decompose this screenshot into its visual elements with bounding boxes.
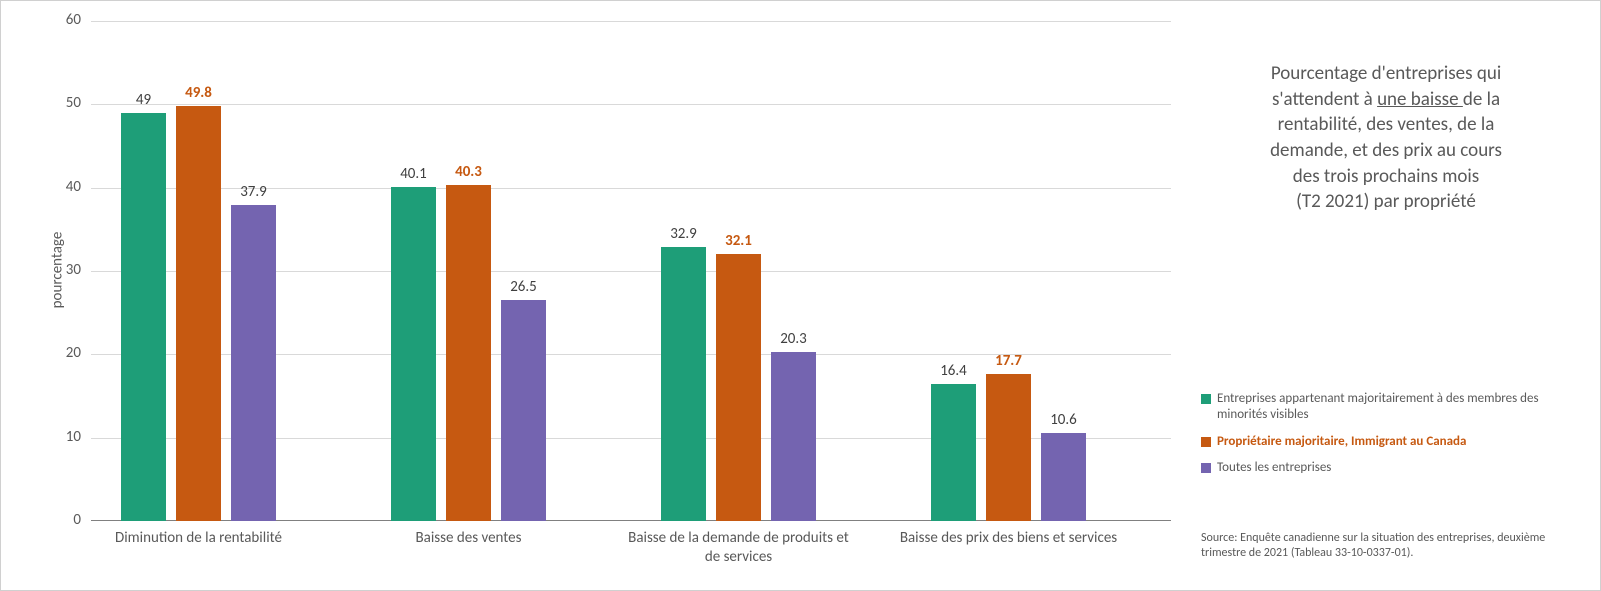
- bar: 40.3: [446, 185, 491, 521]
- bar-value-label: 32.1: [725, 232, 752, 250]
- y-tick-label: 10: [51, 430, 81, 445]
- bar: 20.3: [771, 352, 816, 521]
- title-line6: (T2 2021) par propriété: [1296, 190, 1476, 213]
- title-line1: Pourcentage d'entreprises qui: [1271, 62, 1501, 85]
- legend-item: Toutes les entreprises: [1201, 460, 1571, 476]
- bar-value-label: 49.8: [185, 84, 212, 102]
- legend-label: Toutes les entreprises: [1217, 460, 1331, 476]
- bar: 49.8: [176, 106, 221, 521]
- bar-value-label: 49: [136, 91, 151, 109]
- chart-title: Pourcentage d'entreprises qui s'attenden…: [1201, 61, 1571, 215]
- legend-swatch: [1201, 463, 1211, 473]
- title-line2c: de la: [1463, 88, 1500, 111]
- y-tick-label: 30: [51, 263, 81, 278]
- bar-value-label: 10.6: [1050, 411, 1077, 429]
- bar: 17.7: [986, 374, 1031, 522]
- bar: 49: [121, 113, 166, 521]
- bar-value-label: 20.3: [780, 330, 807, 348]
- chart-container: pourcentage 01020304050604949.837.9Dimin…: [0, 0, 1601, 591]
- bar-group: 40.140.326.5: [391, 185, 546, 521]
- title-line2a: s'attendent à: [1272, 88, 1377, 111]
- bar: 10.6: [1041, 433, 1086, 521]
- bar: 32.1: [716, 254, 761, 522]
- plot-area: 01020304050604949.837.9Diminution de la …: [91, 21, 1171, 521]
- y-tick-label: 0: [51, 513, 81, 528]
- x-category-label: Baisse des prix des biens et services: [891, 529, 1126, 548]
- y-tick-label: 60: [51, 13, 81, 28]
- bar-value-label: 40.3: [455, 163, 482, 181]
- y-tick-label: 50: [51, 96, 81, 111]
- y-tick-label: 20: [51, 346, 81, 361]
- bar-group: 4949.837.9: [121, 106, 276, 521]
- title-line4: demande, et des prix au cours: [1270, 139, 1502, 162]
- bar-value-label: 26.5: [510, 278, 537, 296]
- x-category-label: Diminution de la rentabilité: [81, 529, 316, 548]
- legend-item: Propriétaire majoritaire, Immigrant au C…: [1201, 434, 1571, 450]
- bar-value-label: 32.9: [670, 225, 697, 243]
- x-category-label: Baisse des ventes: [351, 529, 586, 548]
- legend-item: Entreprises appartenant majoritairement …: [1201, 391, 1571, 424]
- bar: 32.9: [661, 247, 706, 521]
- gridline: [91, 21, 1171, 22]
- legend-swatch: [1201, 394, 1211, 404]
- bar-group: 32.932.120.3: [661, 247, 816, 521]
- legend-swatch: [1201, 437, 1211, 447]
- bar-value-label: 37.9: [240, 183, 267, 201]
- bar: 40.1: [391, 187, 436, 521]
- bar-group: 16.417.710.6: [931, 374, 1086, 522]
- bar-value-label: 17.7: [995, 352, 1022, 370]
- legend-label: Propriétaire majoritaire, Immigrant au C…: [1217, 434, 1466, 450]
- bar: 26.5: [501, 300, 546, 521]
- x-category-label: Baisse de la demande de produits et de s…: [621, 529, 856, 567]
- chart-title-block: Pourcentage d'entreprises qui s'attenden…: [1201, 61, 1571, 215]
- bar-value-label: 16.4: [940, 362, 967, 380]
- legend-label: Entreprises appartenant majoritairement …: [1217, 391, 1571, 424]
- bar-value-label: 40.1: [400, 165, 427, 183]
- bar: 37.9: [231, 205, 276, 521]
- source-note: Source: Enquête canadienne sur la situat…: [1201, 531, 1581, 561]
- title-line2-underlined: une baisse: [1377, 88, 1463, 111]
- legend: Entreprises appartenant majoritairement …: [1201, 391, 1571, 486]
- bar: 16.4: [931, 384, 976, 521]
- title-line5: des trois prochains mois: [1293, 165, 1479, 188]
- y-tick-label: 40: [51, 180, 81, 195]
- title-line3: rentabilité, des ventes, de la: [1278, 113, 1495, 136]
